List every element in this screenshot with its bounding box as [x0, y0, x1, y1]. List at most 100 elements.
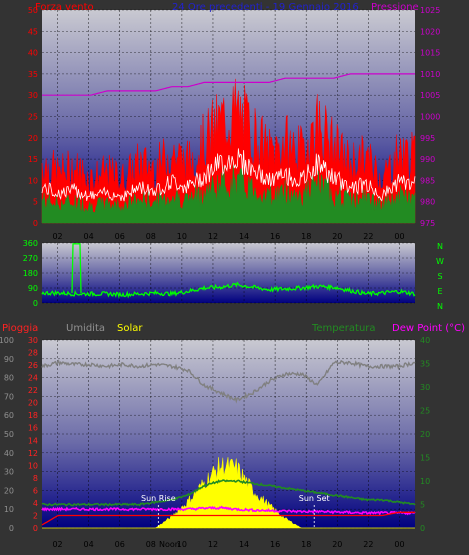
wind-tick-label: 5 — [33, 198, 38, 207]
x-tick-label: 14 — [239, 232, 249, 241]
x-tick-label: 04 — [84, 540, 94, 549]
rain-tick-label: 18 — [28, 411, 38, 420]
direction-series — [41, 243, 416, 299]
rain-tick-label: 4 — [33, 499, 38, 508]
wind-direction-spike — [71, 243, 82, 294]
x-tick-label: 06 — [115, 232, 125, 241]
temperature-axis-title: Temperatura — [311, 323, 376, 334]
compass-label: W — [436, 257, 444, 266]
temperature-tick-label: 35 — [420, 360, 430, 369]
pressure-tick-label: 1015 — [420, 49, 440, 58]
humidity-tick-label: 50 — [4, 430, 14, 439]
x-tick-label: 02 — [52, 540, 62, 549]
pressure-tick-label: 1020 — [420, 27, 440, 36]
direction-tick-label: 360 — [23, 239, 38, 248]
rain-tick-label: 6 — [33, 486, 38, 495]
temp-humidity-grid — [42, 339, 415, 529]
pressure-line — [42, 73, 415, 96]
temperature-line — [41, 479, 416, 507]
x-tick-label: 22 — [363, 540, 373, 549]
direction-tick-label: 270 — [23, 254, 38, 263]
humidity-tick-label: 70 — [4, 392, 14, 401]
temperature-tick-label: 40 — [420, 336, 430, 345]
temperature-tick-label: 0 — [420, 524, 425, 533]
pressure-tick-label: 990 — [420, 155, 435, 164]
wind-speed-line — [41, 148, 416, 202]
sunset-label: Sun Set — [299, 494, 330, 503]
rain-tick-label: 10 — [28, 461, 38, 470]
humidity-tick-label: 0 — [9, 524, 14, 533]
x-tick-label: 08 — [146, 232, 156, 241]
x-tick-label: 00 — [394, 232, 404, 241]
rain-tick-label: 28 — [28, 349, 38, 358]
temperature-tick-label: 15 — [420, 454, 430, 463]
solar-area — [42, 457, 415, 529]
pressure-tick-label: 995 — [420, 134, 435, 143]
x-tick-label: 20 — [332, 540, 342, 549]
x-tick-label: 22 — [363, 232, 373, 241]
direction-tick-label: 0 — [33, 299, 38, 308]
pressure-tick-label: 980 — [420, 198, 435, 207]
rain-tick-label: 16 — [28, 424, 38, 433]
rain-tick-label: 12 — [28, 449, 38, 458]
x-tick-label: 12 — [208, 540, 218, 549]
pressure-tick-label: 1005 — [420, 91, 440, 100]
wind-axis-title: Forza vento — [35, 2, 94, 13]
temperature-tick-label: 30 — [420, 383, 430, 392]
direction-tick-label: 180 — [23, 269, 38, 278]
humidity-axis-title: Umidita — [66, 323, 105, 334]
rain-tick-label: 24 — [28, 374, 38, 383]
chart-title: 24 Ore precedenti - 19 Gennaio 2016 — [172, 2, 359, 13]
rain-tick-label: 0 — [33, 524, 38, 533]
temp-humidity-ticks: 02 04 06 08 10 12 14 16 18 20 22 000102030405060708… — [0, 336, 430, 549]
rain-tick-label: 8 — [33, 474, 38, 483]
pressure-tick-label: 1000 — [420, 113, 440, 122]
humidity-tick-label: 40 — [4, 449, 14, 458]
x-tick-label: 16 — [270, 232, 280, 241]
wind-tick-label: 10 — [28, 176, 38, 185]
x-tick-label: 16 — [270, 540, 280, 549]
x-tick-label: 10 — [177, 232, 187, 241]
compass-label: N — [437, 242, 443, 251]
x-tick-label: 08 — [146, 540, 156, 549]
wind-direction-line — [41, 281, 416, 299]
pressure-tick-label: 1010 — [420, 70, 440, 79]
wind-tick-label: 50 — [28, 6, 38, 15]
wind-tick-label: 30 — [28, 91, 38, 100]
rain-tick-label: 26 — [28, 361, 38, 370]
x-tick-label: 20 — [332, 232, 342, 241]
x-tick-label: 04 — [84, 232, 94, 241]
wind-tick-label: 15 — [28, 155, 38, 164]
x-tick-label: 06 — [115, 540, 125, 549]
humidity-tick-label: 80 — [4, 374, 14, 383]
wind-tick-label: 20 — [28, 134, 38, 143]
rain-tick-label: 20 — [28, 399, 38, 408]
humidity-tick-label: 90 — [4, 355, 14, 364]
rain-tick-label: 22 — [28, 386, 38, 395]
compass-label: E — [437, 287, 442, 296]
rain-tick-label: 14 — [28, 436, 38, 445]
x-tick-label: 18 — [301, 540, 311, 549]
temperature-tick-label: 10 — [420, 477, 430, 486]
temperature-tick-label: 20 — [420, 430, 430, 439]
humidity-tick-label: 30 — [4, 468, 14, 477]
pressure-tick-label: 1025 — [420, 6, 440, 15]
x-tick-label: 14 — [239, 540, 249, 549]
wind-pressure-series — [41, 73, 416, 224]
wind-tick-label: 40 — [28, 49, 38, 58]
wind-tick-label: 35 — [28, 70, 38, 79]
x-tick-label: 00 — [394, 540, 404, 549]
pressure-axis-title: Pressione — [371, 2, 419, 13]
solar-axis-title: Solar — [117, 323, 143, 334]
compass-label: S — [437, 272, 442, 281]
humidity-tick-label: 60 — [4, 411, 14, 420]
sunrise-label: Sun Rise — [141, 494, 176, 503]
rain-line — [41, 511, 415, 526]
dewpoint-line — [41, 505, 416, 516]
humidity-tick-label: 10 — [4, 505, 14, 514]
temperature-tick-label: 25 — [420, 407, 430, 416]
humidity-tick-label: 100 — [0, 336, 14, 345]
wind-average-area — [41, 164, 416, 224]
